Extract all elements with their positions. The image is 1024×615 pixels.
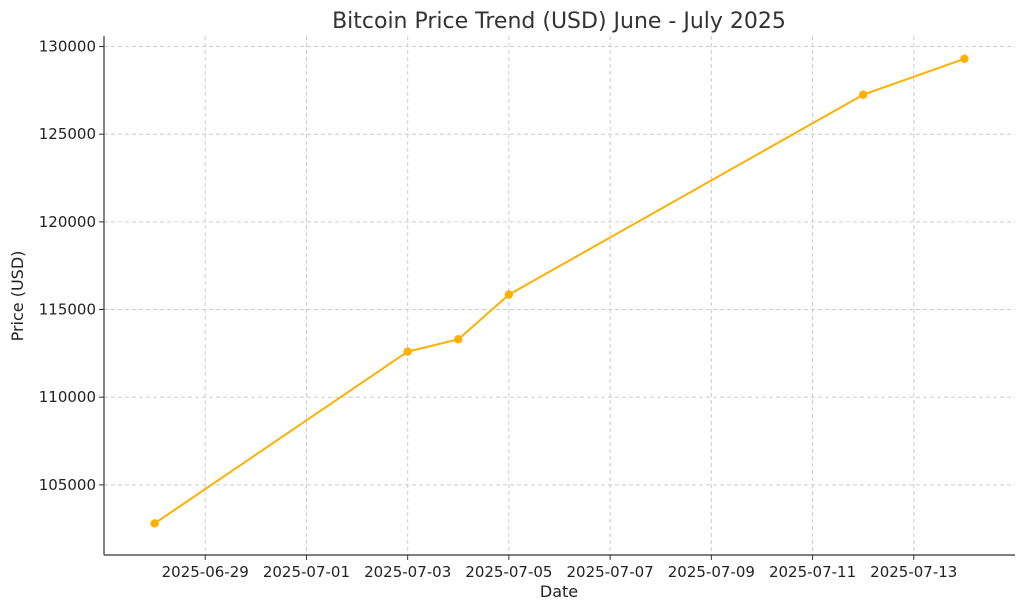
- chart-title: Bitcoin Price Trend (USD) June - July 20…: [332, 9, 786, 34]
- x-axis-ticks: 2025-06-29 2025-07-01 2025-07-03 2025-07-05…: [162, 555, 957, 581]
- data-point: [150, 519, 159, 528]
- price-line: [154, 57, 965, 525]
- x-tick-label: 2025-07-07: [567, 563, 654, 581]
- x-tick-label: 2025-07-03: [364, 563, 451, 581]
- y-tick-label: 120000: [39, 213, 96, 231]
- y-tick-label: 125000: [39, 125, 96, 143]
- x-tick-label: 2025-07-01: [263, 563, 350, 581]
- y-tick-label: 115000: [39, 301, 96, 319]
- data-point: [454, 335, 463, 344]
- data-point: [403, 347, 412, 356]
- y-axis-label: Price (USD): [8, 251, 27, 342]
- grid: [104, 36, 1015, 555]
- data-point: [960, 54, 969, 63]
- x-tick-label: 2025-07-05: [465, 563, 552, 581]
- x-tick-label: 2025-06-29: [162, 563, 249, 581]
- data-point: [504, 290, 514, 299]
- x-tick-label: 2025-07-09: [668, 563, 755, 581]
- y-tick-label: 130000: [39, 38, 96, 56]
- y-tick-label: 110000: [39, 388, 96, 406]
- axes: [103, 36, 1015, 556]
- x-tick-label: 2025-07-11: [769, 563, 856, 581]
- y-axis-ticks: 105000 110000 115000 120000 125000 130000: [39, 38, 104, 494]
- data-point: [858, 90, 868, 99]
- y-tick-label: 105000: [39, 476, 96, 494]
- series-price: [150, 54, 969, 528]
- x-tick-label: 2025-07-13: [870, 563, 957, 581]
- x-axis-label: Date: [540, 582, 578, 601]
